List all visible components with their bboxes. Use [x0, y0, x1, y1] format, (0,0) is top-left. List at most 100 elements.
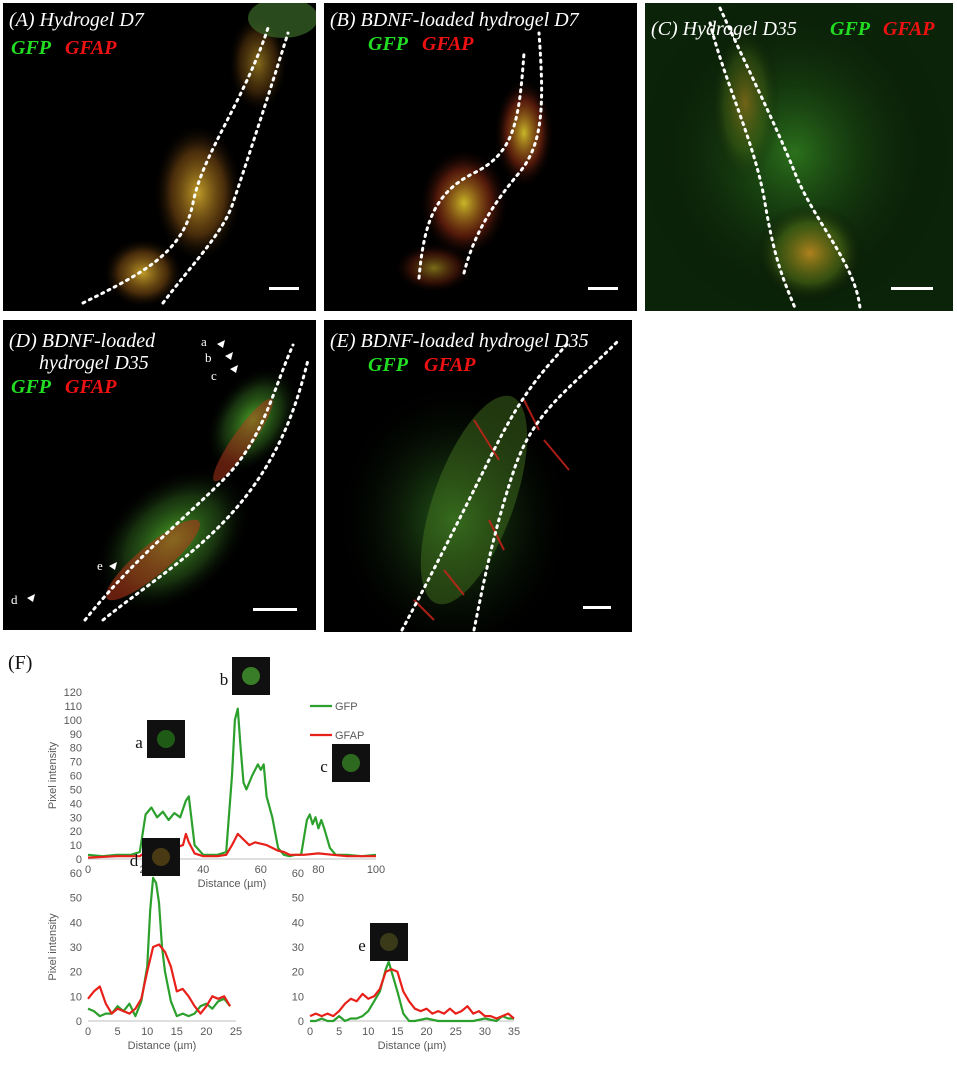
chart-2-xtick-6: 30 — [479, 1026, 491, 1038]
chart-2-ytick-3: 30 — [292, 942, 304, 954]
chart-2-ytick-2: 20 — [292, 967, 304, 979]
panel-b-title: (B) BDNF-loaded hydrogel D7 — [330, 9, 579, 31]
chart-1-ytick-6: 60 — [70, 868, 82, 880]
inset-c-cell — [342, 754, 360, 772]
chart-2-xtick-1: 5 — [336, 1026, 342, 1038]
chart-0-ytick-7: 70 — [70, 757, 82, 769]
chart-2-xtick-3: 15 — [391, 1026, 403, 1038]
panel-d-title: (D) BDNF-loaded hydrogel D35 — [9, 330, 156, 374]
chart-2-ytick-6: 60 — [292, 868, 304, 880]
panel-a-gfp-label: GFP — [11, 37, 51, 59]
chart-1-ytick-5: 50 — [70, 893, 82, 905]
inset-b-cell — [242, 667, 260, 685]
chart-0-ytick-10: 100 — [64, 715, 82, 727]
chart-0-ytick-0: 0 — [76, 854, 82, 866]
chart-1-xlabel: Distance (µm) — [128, 1040, 197, 1052]
inset-d-label: d — [130, 851, 139, 870]
inset-e-cell — [380, 933, 398, 951]
chart-2-ytick-4: 40 — [292, 917, 304, 929]
chart-2-ytick-5: 50 — [292, 893, 304, 905]
chart-0-xtick-0: 0 — [85, 864, 91, 876]
chart-1-ytick-3: 30 — [70, 942, 82, 954]
chart-1-ylabel: Pixel intensity — [47, 913, 59, 981]
arrow-label-e: e — [97, 558, 103, 573]
chart-1-series-gfap — [87, 943, 232, 1015]
inset-a-label: a — [135, 733, 143, 752]
arrow-label-b: b — [205, 350, 212, 365]
arrow-label-d: d — [11, 592, 18, 607]
chart-0-xlabel: Distance (µm) — [198, 878, 267, 890]
chart-0-ytick-4: 40 — [70, 798, 82, 810]
figure-f-label: (F) — [8, 652, 33, 674]
panel-e-micrograph — [334, 338, 621, 632]
chart-1-xtick-1: 5 — [115, 1026, 121, 1038]
chart-1-ytick-2: 20 — [70, 967, 82, 979]
chart-2-xtick-2: 10 — [362, 1026, 374, 1038]
panel-d-gfap-label: GFAP — [65, 376, 117, 398]
chart-1-xtick-4: 20 — [200, 1026, 212, 1038]
chart-2-xlabel: Distance (µm) — [378, 1040, 447, 1052]
chart-2-xtick-5: 25 — [450, 1026, 462, 1038]
chart-0-ylabel: Pixel intensity — [47, 741, 59, 809]
chart-1-xtick-5: 25 — [230, 1026, 242, 1038]
panel-a-micrograph — [81, 3, 316, 308]
chart-0-ytick-6: 60 — [70, 771, 82, 783]
inset-c-label: c — [320, 757, 328, 776]
intensity-charts: 0102030405060708090100110120020406080100… — [47, 657, 520, 1052]
chart-2-series-gfp — [310, 960, 514, 1023]
chart-0-xtick-2: 40 — [197, 864, 209, 876]
panel-a-title: (A) Hydrogel D7 — [9, 9, 144, 31]
chart-2-xtick-4: 20 — [420, 1026, 432, 1038]
inset-e-label: e — [358, 936, 366, 955]
chart-2-ytick-1: 10 — [292, 991, 304, 1003]
arrow-label-a: a — [201, 334, 207, 349]
panel-c-title: (C) Hydrogel D35 — [651, 18, 797, 40]
chart-2-xtick-0: 0 — [307, 1026, 313, 1038]
inset-b-label: b — [220, 670, 229, 689]
chart-0-series-gfp — [87, 707, 377, 858]
chart-2-series-gfap — [309, 968, 515, 1020]
chart-0-ytick-5: 50 — [70, 784, 82, 796]
panel-a: (A) Hydrogel D7 GFP GFAP — [3, 3, 316, 311]
chart-1-ytick-0: 0 — [76, 1016, 82, 1028]
panel-b-micrograph — [394, 31, 618, 293]
chart-0-ytick-8: 80 — [70, 743, 82, 755]
chart-0-ytick-1: 10 — [70, 840, 82, 852]
panel-e-gfp-label: GFP — [368, 354, 408, 376]
panel-e-gfap-label: GFAP — [424, 354, 476, 376]
panel-d-micrograph — [27, 340, 310, 622]
chart-2-xtick-7: 35 — [508, 1026, 520, 1038]
chart-0-ytick-9: 90 — [70, 729, 82, 741]
chart-0-ytick-11: 110 — [64, 701, 82, 713]
chart-1-ytick-1: 10 — [70, 991, 82, 1003]
panel-c-micrograph — [645, 3, 953, 311]
chart-1-ytick-4: 40 — [70, 917, 82, 929]
panel-b-gfp-label: GFP — [368, 33, 408, 55]
panel-e: (E) BDNF-loaded hydrogel D35 GFP GFAP — [324, 320, 632, 632]
chart-1-xtick-0: 0 — [85, 1026, 91, 1038]
chart-1-series-gfp — [87, 876, 231, 1018]
panel-d: (D) BDNF-loaded hydrogel D35 GFP GFAP a … — [3, 320, 316, 630]
legend-label-gfp: GFP — [335, 701, 358, 713]
panel-a-gfap-label: GFAP — [65, 37, 117, 59]
panel-d-gfp-label: GFP — [11, 376, 51, 398]
panel-c-gfap-label: GFAP — [883, 18, 935, 40]
chart-0-xtick-4: 80 — [312, 864, 324, 876]
chart-0-ytick-3: 30 — [70, 812, 82, 824]
chart-0-ytick-2: 20 — [70, 826, 82, 838]
chart-0-ytick-12: 120 — [64, 687, 82, 699]
chart-2-ytick-0: 0 — [298, 1016, 304, 1028]
panel-b: (B) BDNF-loaded hydrogel D7 GFP GFAP — [324, 3, 637, 311]
chart-0-xtick-5: 100 — [367, 864, 385, 876]
panel-c-gfp-label: GFP — [830, 18, 870, 40]
panel-e-title: (E) BDNF-loaded hydrogel D35 — [330, 330, 589, 352]
panel-c: (C) Hydrogel D35 GFP GFAP — [645, 3, 953, 311]
panel-b-gfap-label: GFAP — [422, 33, 474, 55]
chart-1-xtick-2: 10 — [141, 1026, 153, 1038]
arrow-label-c: c — [211, 368, 217, 383]
chart-1-xtick-3: 15 — [171, 1026, 183, 1038]
legend-label-gfap: GFAP — [335, 730, 364, 742]
inset-d-cell — [152, 848, 170, 866]
inset-a-cell — [157, 730, 175, 748]
chart-0-xtick-3: 60 — [255, 864, 267, 876]
